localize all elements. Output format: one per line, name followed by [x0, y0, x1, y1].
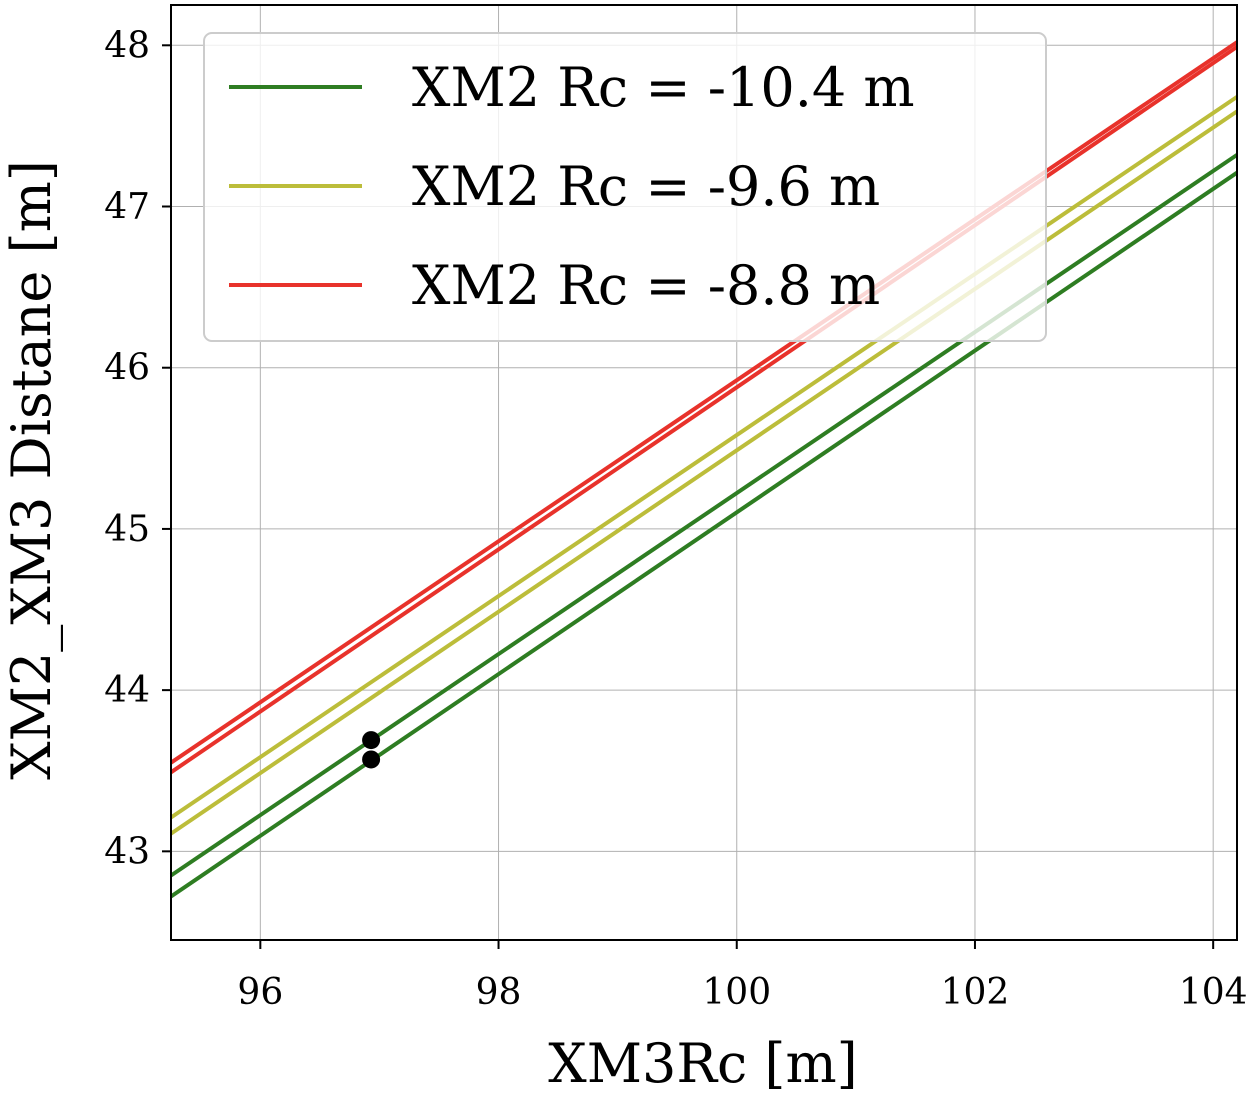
x-tick-label: 98	[476, 972, 522, 1013]
legend-label: XM2 Rc = -8.8 m	[412, 254, 880, 317]
legend: XM2 Rc = -10.4 m XM2 Rc = -9.6 m XM2 Rc = …	[203, 32, 1047, 342]
y-axis-label: XM2_XM3 Distane [m]	[0, 160, 63, 780]
x-axis-label: XM3Rc [m]	[548, 1032, 858, 1095]
y-tick-label: 47	[104, 187, 150, 228]
legend-label: XM2 Rc = -9.6 m	[412, 155, 880, 218]
x-tick-label: 100	[702, 972, 771, 1013]
series-line-5	[169, 45, 1239, 774]
plot-frame	[170, 4, 1238, 941]
series-line-4	[169, 40, 1239, 765]
y-tick-label: 46	[104, 348, 150, 389]
series-line-3	[169, 109, 1239, 836]
series-line-0	[169, 153, 1239, 878]
x-tick-label: 96	[237, 972, 283, 1013]
y-tick-label: 45	[104, 509, 150, 550]
series-line-2	[169, 95, 1239, 820]
data-points	[362, 731, 381, 769]
y-tick-label: 48	[104, 25, 150, 66]
data-point-1	[362, 750, 381, 769]
legend-frame	[203, 32, 1047, 342]
x-tick-label: 102	[941, 972, 1010, 1013]
legend-label: XM2 Rc = -10.4 m	[412, 56, 915, 119]
y-tick-label: 43	[104, 831, 150, 872]
series-lines	[169, 40, 1239, 899]
axis-ticks: 96 98 100 102 104 43 44 45 46 47 48	[104, 25, 1247, 1013]
x-tick-label: 104	[1179, 972, 1248, 1013]
data-point-0	[362, 731, 381, 750]
y-tick-label: 44	[104, 670, 150, 711]
series-line-1	[169, 171, 1239, 899]
